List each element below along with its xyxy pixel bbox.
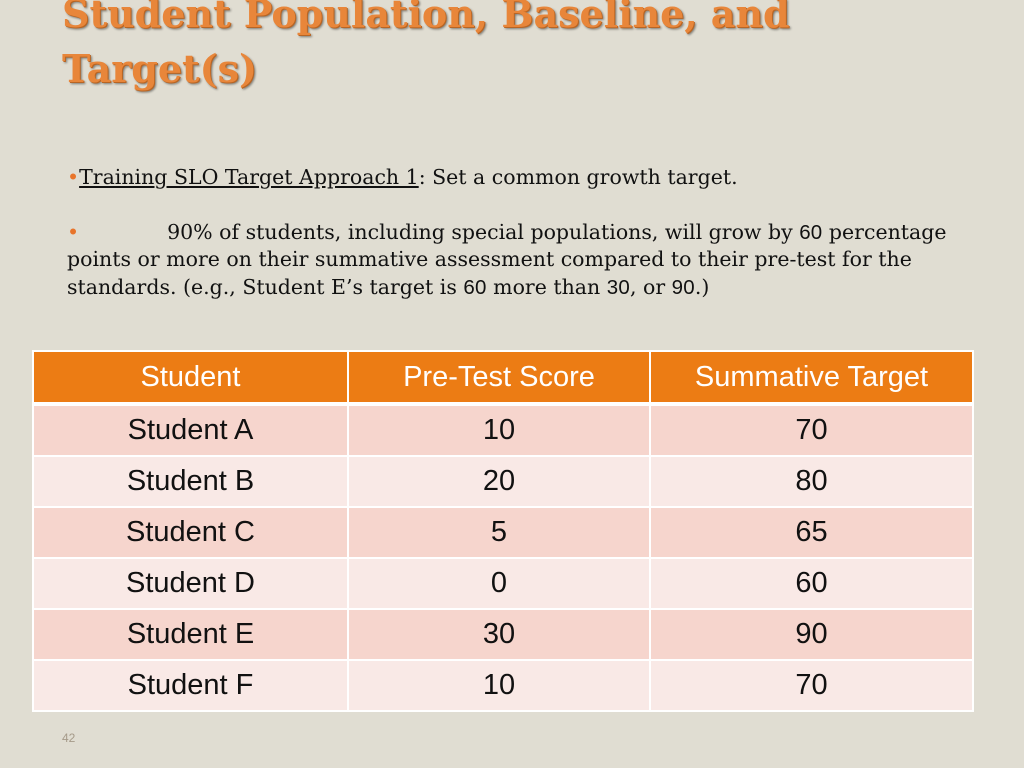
cell-target: 60 — [649, 557, 974, 610]
target-text-c: more than — [486, 274, 607, 299]
target-num-b: 60 — [463, 275, 487, 299]
cell-target: 70 — [649, 403, 974, 457]
target-text-a: 90% of students, including special popul… — [167, 219, 800, 244]
cell-student: Student C — [32, 506, 349, 559]
table-row: Student C 5 65 — [32, 506, 974, 559]
slide-title: Student Population, Baseline, and Target… — [62, 0, 790, 91]
cell-pre-test: 10 — [347, 659, 651, 712]
header-summative-target: Summative Target — [649, 350, 974, 406]
target-text-e: .) — [694, 274, 710, 299]
cell-target: 80 — [649, 455, 974, 508]
target-text-d: , or — [629, 274, 672, 299]
cell-pre-test: 30 — [347, 608, 651, 661]
bullet-marker: • — [67, 219, 80, 244]
cell-target: 65 — [649, 506, 974, 559]
target-num-a: 60 — [799, 220, 823, 244]
cell-pre-test: 20 — [347, 455, 651, 508]
table-row: Student F 10 70 — [32, 659, 974, 712]
bullet-list: •Training SLO Target Approach 1: Set a c… — [67, 164, 977, 301]
bullet-marker: • — [67, 165, 80, 189]
cell-student: Student B — [32, 455, 349, 508]
cell-pre-test: 10 — [347, 403, 651, 457]
header-student: Student — [32, 350, 349, 406]
header-pre-test-score: Pre-Test Score — [347, 350, 651, 406]
approach-link-text: Training SLO Target Approach 1 — [79, 165, 419, 189]
cell-pre-test: 0 — [347, 557, 651, 610]
cell-student: Student F — [32, 659, 349, 712]
cell-student: Student D — [32, 557, 349, 610]
cell-student: Student E — [32, 608, 349, 661]
target-text-b: percentage points or more on their summa… — [67, 219, 947, 299]
bullet-target: • 90% of students, including special popu… — [67, 219, 977, 302]
cell-student: Student A — [32, 403, 349, 457]
table-row: Student A 10 70 — [32, 403, 974, 457]
approach-text: : Set a common growth target. — [418, 165, 738, 189]
student-target-table: Student Pre-Test Score Summative Target … — [32, 350, 974, 712]
table-row: Student E 30 90 — [32, 608, 974, 661]
table-row: Student B 20 80 — [32, 455, 974, 508]
table-header-row: Student Pre-Test Score Summative Target — [32, 350, 974, 406]
table-row: Student D 0 60 — [32, 557, 974, 610]
page-number: 42 — [62, 731, 76, 745]
target-num-d: 90 — [671, 275, 695, 299]
target-num-c: 30 — [606, 275, 630, 299]
cell-pre-test: 5 — [347, 506, 651, 559]
bullet-approach: •Training SLO Target Approach 1: Set a c… — [67, 164, 977, 192]
cell-target: 90 — [649, 608, 974, 661]
cell-target: 70 — [649, 659, 974, 712]
